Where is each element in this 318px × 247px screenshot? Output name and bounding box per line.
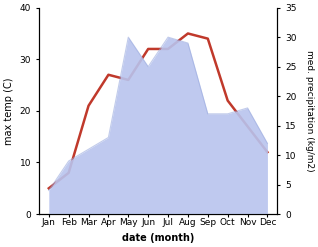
- Y-axis label: max temp (C): max temp (C): [4, 77, 14, 145]
- X-axis label: date (month): date (month): [122, 233, 194, 243]
- Y-axis label: med. precipitation (kg/m2): med. precipitation (kg/m2): [305, 50, 314, 172]
